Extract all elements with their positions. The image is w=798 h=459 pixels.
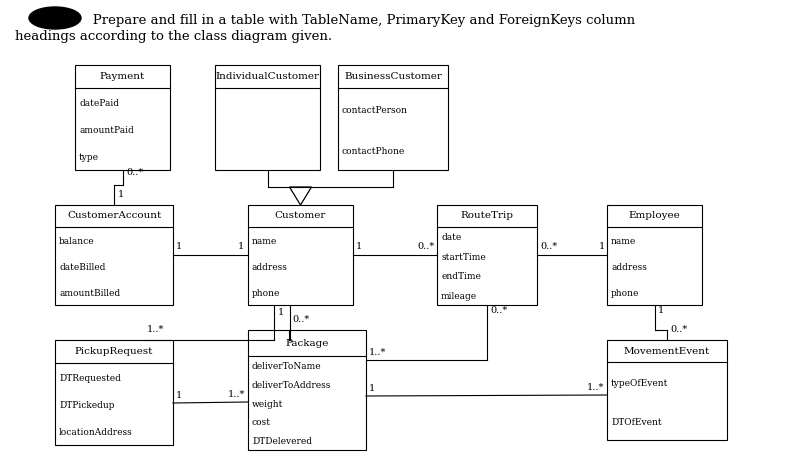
Text: Prepare and fill in a table with TableName, PrimaryKey and ForeignKeys column: Prepare and fill in a table with TableNa… <box>80 14 635 27</box>
Text: 1..*: 1..* <box>369 348 386 357</box>
Text: MovementEvent: MovementEvent <box>624 347 710 356</box>
Text: 1: 1 <box>176 242 182 251</box>
Text: startTime: startTime <box>441 253 486 262</box>
Bar <box>55 205 173 305</box>
Text: 0..*: 0..* <box>540 242 557 251</box>
Text: Employee: Employee <box>629 212 681 220</box>
Text: IndividualCustomer: IndividualCustomer <box>215 72 319 81</box>
Text: DTOfEvent: DTOfEvent <box>611 418 662 427</box>
Text: deliverToAddress: deliverToAddress <box>252 381 331 390</box>
Text: DTDelevered: DTDelevered <box>252 437 312 446</box>
Bar <box>75 65 170 170</box>
Text: endTime: endTime <box>441 272 481 281</box>
Text: contactPerson: contactPerson <box>342 106 408 115</box>
Text: 0..*: 0..* <box>670 325 687 334</box>
Text: amountBilled: amountBilled <box>59 289 120 298</box>
Text: 1..*: 1..* <box>587 383 604 392</box>
Text: amountPaid: amountPaid <box>79 126 134 135</box>
Text: typeOfEvent: typeOfEvent <box>611 379 669 388</box>
Text: date: date <box>441 233 461 242</box>
Text: 0..*: 0..* <box>417 242 434 251</box>
Bar <box>437 205 537 305</box>
Text: 1: 1 <box>118 190 124 199</box>
Text: weight: weight <box>252 400 283 409</box>
Bar <box>248 330 366 450</box>
Text: PickupRequest: PickupRequest <box>75 347 153 356</box>
Bar <box>607 340 727 440</box>
Text: datePaid: datePaid <box>79 99 119 107</box>
Text: 1: 1 <box>356 242 362 251</box>
Text: 0..*: 0..* <box>292 315 310 324</box>
Text: headings according to the class diagram given.: headings according to the class diagram … <box>15 30 332 43</box>
Text: 1: 1 <box>369 384 375 393</box>
Text: name: name <box>611 237 636 246</box>
Text: 1..*: 1..* <box>147 325 164 334</box>
Text: Payment: Payment <box>100 72 145 81</box>
Text: Customer: Customer <box>275 212 326 220</box>
Bar <box>338 65 448 170</box>
Text: contactPhone: contactPhone <box>342 147 405 156</box>
Text: CustomerAccount: CustomerAccount <box>67 212 161 220</box>
Text: mileage: mileage <box>441 292 477 301</box>
Bar <box>55 340 173 445</box>
Text: balance: balance <box>59 237 95 246</box>
Text: 1: 1 <box>278 308 284 317</box>
Text: 0..*: 0..* <box>490 306 508 315</box>
Bar <box>607 205 702 305</box>
Text: address: address <box>252 263 288 272</box>
Text: BusinessCustomer: BusinessCustomer <box>344 72 442 81</box>
Text: deliverToName: deliverToName <box>252 362 322 371</box>
Text: address: address <box>611 263 647 272</box>
Text: 1: 1 <box>658 306 664 315</box>
Text: name: name <box>252 237 277 246</box>
Text: type: type <box>79 153 99 162</box>
Text: 1: 1 <box>176 391 182 400</box>
Bar <box>215 65 320 170</box>
Text: 1..*: 1..* <box>228 390 245 399</box>
Text: 1: 1 <box>599 242 605 251</box>
Text: 0..*: 0..* <box>127 168 144 177</box>
Text: DTPickedup: DTPickedup <box>59 401 114 410</box>
Ellipse shape <box>29 7 81 29</box>
Text: dateBilled: dateBilled <box>59 263 105 272</box>
Text: locationAddress: locationAddress <box>59 428 132 437</box>
Text: 1: 1 <box>238 242 244 251</box>
Text: DTRequested: DTRequested <box>59 374 120 383</box>
Text: phone: phone <box>611 289 639 298</box>
Text: Package: Package <box>286 339 329 348</box>
Text: RouteTrip: RouteTrip <box>460 212 513 220</box>
Bar <box>248 205 353 305</box>
Text: phone: phone <box>252 289 280 298</box>
Text: cost: cost <box>252 418 271 427</box>
